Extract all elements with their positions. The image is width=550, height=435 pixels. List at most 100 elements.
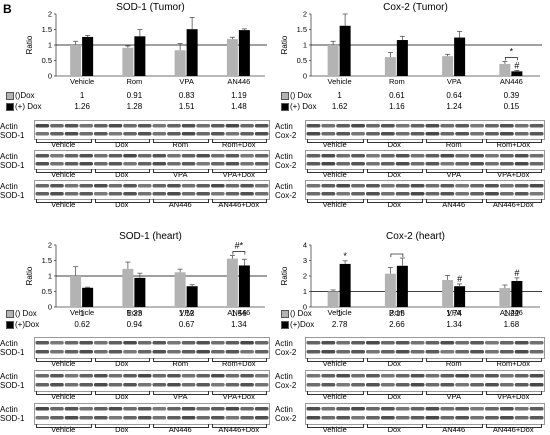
table-row-label: () Dox bbox=[6, 308, 37, 319]
sod1-heart-table: () Dox 1 1.23 1.12 1.56 (+)Dox 0.62 0.94 0.67 1.3… bbox=[6, 308, 274, 330]
legend-label: () Dox bbox=[15, 309, 37, 318]
blot-band bbox=[211, 132, 225, 136]
blot-label-line: SOD-1 bbox=[0, 191, 25, 200]
x-tick-label: AN446 bbox=[500, 77, 523, 86]
table-cell: 1.12 bbox=[178, 309, 195, 318]
blot-band bbox=[225, 192, 240, 196]
table-cell: 0.64 bbox=[446, 91, 462, 100]
blot-label-line: SOD-1 bbox=[0, 381, 25, 390]
bar bbox=[454, 286, 466, 307]
blot-band bbox=[351, 350, 365, 354]
blot-band bbox=[499, 132, 514, 136]
lane-bracket bbox=[307, 199, 364, 203]
table-row-label: (+) Dox bbox=[281, 101, 316, 112]
table-cell: 0.62 bbox=[74, 320, 90, 329]
blot-band bbox=[196, 132, 210, 136]
blot-band bbox=[167, 374, 181, 378]
blot-band bbox=[79, 374, 93, 378]
blot-band bbox=[79, 407, 93, 411]
blot-label-line: Actin bbox=[0, 372, 18, 381]
blot-band bbox=[35, 124, 50, 128]
blot-band bbox=[254, 184, 269, 188]
table-cell: 0.39 bbox=[503, 91, 520, 100]
blot-band bbox=[440, 154, 455, 158]
lane-label: Rom+Dox bbox=[496, 359, 531, 368]
blot-band bbox=[254, 132, 269, 136]
blot-band bbox=[455, 374, 470, 378]
blot-band bbox=[485, 416, 499, 420]
y-tick-label: 2 bbox=[48, 10, 52, 19]
x-tick-label: VPA bbox=[447, 77, 461, 86]
bar bbox=[174, 50, 186, 76]
table-row: () Dox 1 2.15 1.74 1.22 bbox=[281, 308, 549, 319]
blot-band bbox=[470, 124, 484, 128]
blot-band bbox=[35, 162, 50, 166]
lane-bracket bbox=[485, 139, 542, 143]
blot-bands bbox=[35, 341, 269, 354]
blot-label-line: SOD-1 bbox=[0, 414, 25, 423]
blot-band bbox=[152, 407, 167, 411]
y-tick-label: 0 bbox=[303, 303, 307, 312]
lane-bracket bbox=[426, 391, 483, 395]
blot-label: Actin Cox-2 bbox=[275, 122, 296, 140]
blot-band bbox=[470, 416, 484, 420]
table-row-label: () Dox bbox=[281, 90, 312, 101]
blot-band bbox=[366, 154, 380, 158]
y-tick-label: 0.5 bbox=[297, 56, 307, 65]
table-row: () Dox 1 0.61 0.64 0.39 bbox=[281, 90, 549, 101]
table-cell: 1.68 bbox=[503, 320, 520, 329]
blot-band bbox=[240, 416, 254, 420]
blot-band bbox=[108, 341, 123, 345]
blot-label: Actin SOD-1 bbox=[0, 339, 24, 357]
blot-band bbox=[410, 383, 425, 387]
blot-band bbox=[211, 383, 225, 387]
blot-band bbox=[64, 162, 79, 166]
blot-band bbox=[410, 350, 425, 354]
blot-label-line: SOD-1 bbox=[0, 161, 25, 170]
blot-band bbox=[440, 192, 455, 196]
y-tick-label: 0.5 bbox=[42, 56, 52, 65]
blot-band bbox=[123, 124, 137, 128]
blot-band bbox=[50, 132, 64, 136]
blot-band bbox=[94, 350, 108, 354]
blot-band bbox=[196, 374, 210, 378]
lane-bracket bbox=[307, 169, 364, 173]
blot-band bbox=[64, 374, 79, 378]
y-tick-label: 1.5 bbox=[297, 25, 307, 34]
cox2-tumor-table: () Dox 1 0.61 0.64 0.39 (+) Dox 1.62 1.16 1.24 0.… bbox=[281, 90, 549, 112]
table-row-label: (+) Dox bbox=[6, 101, 41, 112]
sod1-tumor-blots: Actin SOD-1 Vehicle Dox Rom Rom+Dox Actin SOD-1… bbox=[0, 118, 275, 210]
blot-band bbox=[64, 124, 79, 128]
blot-band bbox=[79, 416, 93, 420]
lane-bracket bbox=[36, 199, 92, 203]
bar bbox=[238, 265, 250, 307]
table-cell: 1.34 bbox=[231, 320, 247, 329]
x-tick-label: Vehicle bbox=[328, 77, 352, 86]
blot-band bbox=[240, 192, 254, 196]
bar bbox=[511, 280, 523, 307]
lane-bracket bbox=[366, 391, 423, 395]
lane-bracket bbox=[94, 424, 150, 428]
blot-band bbox=[79, 350, 93, 354]
blot-band bbox=[35, 341, 50, 345]
lane-bracket bbox=[94, 169, 150, 173]
lane-bracket bbox=[94, 391, 150, 395]
blot-band bbox=[514, 154, 529, 158]
sod1-heart-blots: Actin SOD-1 Vehicle Dox Rom Rom+Dox Actin SOD-1… bbox=[0, 335, 275, 435]
lane-label: Vehicle bbox=[322, 200, 347, 209]
y-tick-label: 2 bbox=[48, 241, 52, 250]
y-tick-label: 0 bbox=[303, 72, 307, 81]
blot-image bbox=[34, 370, 270, 392]
blot-band bbox=[167, 162, 181, 166]
blot-band bbox=[50, 416, 64, 420]
blot-band bbox=[485, 192, 499, 196]
lane-bracket bbox=[94, 199, 150, 203]
blot-band bbox=[529, 124, 544, 128]
blot-band bbox=[123, 154, 137, 158]
blot-band bbox=[336, 374, 351, 378]
blot-band bbox=[425, 374, 440, 378]
bar bbox=[174, 272, 186, 307]
blot-band bbox=[529, 184, 544, 188]
blot-band bbox=[225, 154, 240, 158]
blot-band bbox=[425, 407, 440, 411]
